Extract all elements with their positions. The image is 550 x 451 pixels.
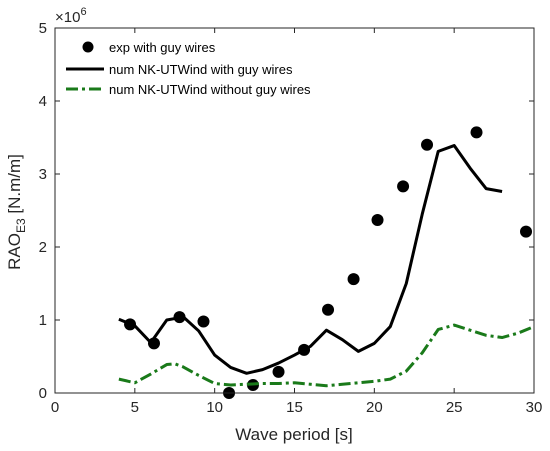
x-tick-label: 20: [366, 399, 383, 416]
y-multiplier: ×106: [55, 6, 87, 26]
y-tick-label: 5: [39, 20, 47, 37]
y-tick-label: 3: [39, 166, 47, 183]
legend: exp with guy wires num NK-UTWind with gu…: [66, 40, 311, 97]
y-axis-title-main: RAO: [5, 233, 24, 270]
x-axis-title: Wave period [s]: [235, 425, 352, 444]
exp-marker-point: [421, 138, 434, 151]
exp-marker-point: [371, 213, 384, 226]
exp-marker-point: [322, 303, 335, 316]
y-axis-title-sub: E3: [14, 218, 28, 233]
legend-label-exp: exp with guy wires: [109, 40, 216, 55]
y-tick-label: 0: [39, 385, 47, 402]
legend-label-num-without: num NK-UTWind without guy wires: [109, 82, 311, 97]
x-tick-label: 30: [526, 399, 543, 416]
exp-marker-point: [272, 365, 285, 378]
y-multiplier-base: ×10: [55, 9, 80, 26]
x-tick-label: 25: [446, 399, 463, 416]
tick-layer: 0 5 10 15 20 25 30 0 1 2 3 4 5: [39, 20, 543, 416]
exp-marker-point: [347, 273, 360, 286]
y-tick-label: 1: [39, 312, 47, 329]
exp-marker-point: [520, 225, 533, 238]
x-tick-label: 10: [206, 399, 223, 416]
y-tick-label: 2: [39, 239, 47, 256]
y-axis-title-unit: [N.m/m]: [5, 154, 24, 218]
plot-background: [55, 28, 534, 393]
exp-marker-point: [470, 126, 483, 139]
x-tick-label: 5: [131, 399, 139, 416]
series-layer: [118, 126, 535, 399]
legend-label-num-with: num NK-UTWind with guy wires: [109, 62, 293, 77]
x-tick-label: 0: [51, 399, 59, 416]
legend-marker-exp: [82, 41, 94, 53]
series-line-num-without-guy-wires: [118, 323, 535, 388]
y-axis-title: RAOE3 [N.m/m]: [5, 154, 28, 270]
series-line-num-with-guy-wires: [118, 144, 503, 375]
x-tick-label: 15: [286, 399, 303, 416]
y-multiplier-exponent: 6: [80, 6, 86, 18]
exp-marker-point: [197, 315, 210, 328]
exp-marker-point: [397, 180, 410, 193]
y-tick-label: 4: [39, 93, 47, 110]
